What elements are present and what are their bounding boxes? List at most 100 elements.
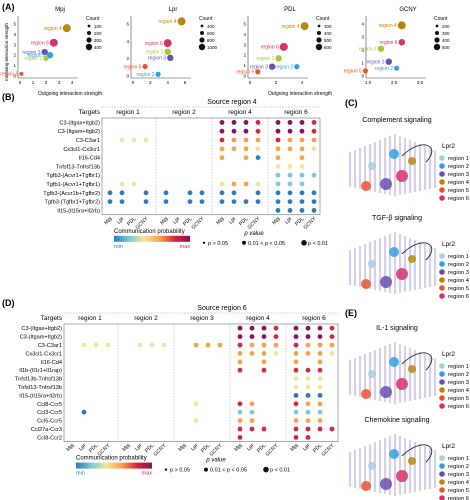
panel-d-row-label: Ccl8-Ccr5 [37,402,62,408]
point-label: region 3 [22,50,40,56]
panel-d-dot [161,342,167,348]
point-region-1 [164,48,171,55]
legend-value: 500 [324,38,332,43]
panel-d-dot [293,351,299,356]
y-tick-label: 4 [361,22,364,27]
legend-dot [198,43,206,51]
panel-c-legend-dot [439,293,445,299]
panel-d-row-label: Tnfsf13-Tnfrsf13b [18,385,62,391]
panel-b-dot [143,190,149,196]
panel-b-dot [299,128,305,134]
point-region-5 [255,69,261,75]
panel-d-pvalue-dot [164,468,168,471]
panel-e-signal-arrow [401,444,433,463]
panel-c-label: (C) [345,98,358,108]
panel-d-legend-min: min [76,471,85,477]
panel-d-row-label: Il16-Cd4 [41,360,62,366]
panel-e-legend-label: region 1 [448,456,469,462]
panel-c-region-node [380,178,392,190]
panel-b-dot [287,137,293,143]
panel-d-dot [249,418,255,423]
panel-d-dot [317,376,323,381]
panel-b-source: Source region 4 [207,99,257,106]
panel-e-map-1: Chemokine signaling Lpr2 region 1 region 2 r… [348,417,470,500]
panel-c-region-node [408,157,416,165]
panel-b-dot [275,155,281,161]
legend-title: Count [86,16,100,22]
y-tick-label: 0 [126,74,129,79]
panel-b-dot [219,146,225,152]
panel-c-region-node [396,170,408,182]
x-axis-title: Outgoing interaction strength [38,91,102,97]
panel-d-dot [293,384,299,390]
panel-d-dot [261,351,267,356]
panel-e-legend-dot [439,455,445,461]
panel-b-dot [275,128,281,134]
panel-b-col-label: PDL [182,216,193,227]
panel-c-region-node [361,181,371,191]
panel-b-pvalue-dot [242,240,246,245]
panel-d-dot [293,376,299,381]
panel-d-dot [305,351,311,356]
panel-c-legend-dot [439,253,445,259]
panel-d-dot [249,401,255,407]
panel-b-dot [299,137,305,143]
panel-e-legend-dot [439,463,445,469]
panel-d-dot [273,334,279,339]
panel-b-dot [287,172,293,178]
legend-value: 500 [442,45,450,50]
point-region-1 [43,55,49,61]
panel-b-dot [287,128,293,134]
panel-d-dot [237,418,243,423]
panel-b-dot [287,190,293,196]
panel-d-dot [193,401,199,407]
panel-c-legend-title: Lpr2 [442,143,455,150]
plot-title: Mpj [55,7,65,13]
panel-b-row-label: Tgfb3-(Acvr1b+Tgfbr2) [43,191,100,197]
panel-d-dot [305,384,311,390]
panel-d-target-group: region 4 [246,315,270,322]
legend-value: 600 [207,31,215,36]
panel-b-dot [163,190,169,196]
panel-e-map-title: Chemokine signaling [365,417,430,424]
x-tick-label: 3 [58,80,61,85]
panel-b-dot [255,199,261,205]
point-region-2 [155,71,161,77]
panel-b-dot [243,181,249,187]
panel-d-dot [317,342,323,348]
panel-b-label: (B) [2,92,15,102]
panel-b-dot [275,172,281,178]
legend-value: 400 [94,45,102,50]
panel-b-dot [255,120,261,125]
panel-e-legend-dot [439,363,445,369]
panel-c-legend-dot [439,269,445,275]
panel-c-legend-label: region 2 [448,262,469,268]
point-region-3 [41,48,48,56]
panel-e-legend-label: region 3 [448,380,469,386]
panel-d-row-label: Cx3cl1-Cx3cr1 [25,351,62,357]
panel-b-legend-title: Communication probability [114,229,185,235]
panel-d-dot [305,393,311,398]
panel-d-dot [237,359,243,365]
panel-c-legend-dot [439,155,445,161]
panel-b-row-label: C3-C3ar1 [76,138,100,144]
legend-dot [433,43,441,51]
panel-b-target-group: region 1 [116,109,140,116]
panel-c-legend-label: region 1 [448,254,469,260]
panel-e-legend-dot [439,379,445,385]
panel-d-row-label: Ccl8-Ccr2 [37,435,62,441]
panel-d-row-label: C3-(Itgax+Itgb2) [21,326,62,332]
panel-d-col-label: PDL [312,443,323,454]
panel-c-map-title: Complement signaling [362,117,431,124]
panel-b-dot [287,181,293,187]
x-tick-label: 0 [19,80,22,85]
panel-d-row-label: Ccl27a-Ccr3 [31,427,62,433]
panel-d-target-group: region 2 [134,315,158,322]
panel-d-pvalue-label: p < 0.01 [270,468,290,474]
panel-d-target-group: region 3 [190,315,214,322]
legend-title: Count [434,16,448,22]
point-region-6 [49,38,58,47]
point-region-2 [394,65,400,71]
y-tick-label: 2 [361,48,364,53]
